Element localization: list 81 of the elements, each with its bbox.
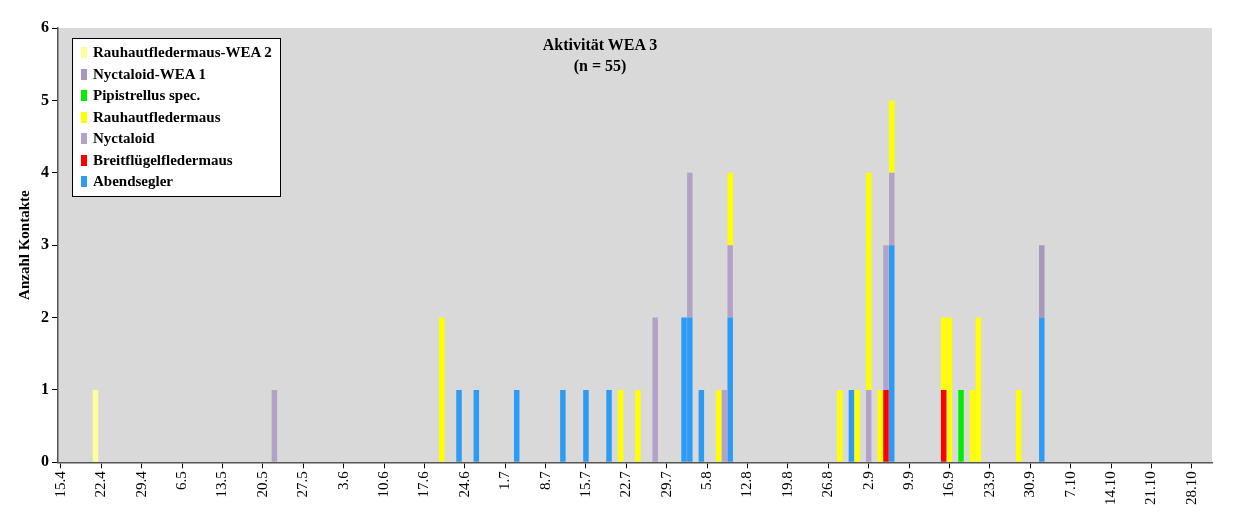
bar xyxy=(456,389,462,462)
x-tick-label: 5.8 xyxy=(698,471,715,490)
y-tick-label: 4 xyxy=(41,162,49,180)
bar xyxy=(606,389,612,462)
text: Aktivität WEA 3 xyxy=(542,36,658,53)
x-tick-label: 12.8 xyxy=(738,471,755,498)
x-tick-label: 3.6 xyxy=(334,470,351,490)
bar xyxy=(889,245,895,462)
x-tick-label: 17.6 xyxy=(415,470,432,498)
y-tick-label: 5 xyxy=(41,90,49,108)
bar xyxy=(958,389,964,462)
bar xyxy=(271,389,278,462)
x-tick-label: 15.4 xyxy=(51,470,68,498)
legend-label: Nyctaloid-WEA 1 xyxy=(93,64,206,84)
bar xyxy=(1039,317,1045,462)
bar xyxy=(854,389,860,462)
x-tick-label: 14.10 xyxy=(1101,471,1118,505)
x-tick-label: 26.8 xyxy=(819,471,836,498)
x-tick-label: 2.9 xyxy=(859,471,876,490)
text: (n = 55) xyxy=(573,57,627,74)
bar xyxy=(687,172,693,318)
legend-label: Pipistrellus spec. xyxy=(93,86,201,105)
y-tick-label: 2 xyxy=(41,307,49,325)
bar xyxy=(837,389,843,462)
legend-label: Nyctaloid xyxy=(93,129,155,148)
legend-label: Rauhautfledermaus-WEA 2 xyxy=(93,43,272,62)
x-tick-label: 29.7 xyxy=(657,470,674,498)
x-tick-label: 1.7 xyxy=(496,470,513,490)
bar xyxy=(721,389,728,462)
x-tick-label: 21.10 xyxy=(1142,471,1159,505)
x-tick-label: 7.10 xyxy=(1061,471,1078,498)
y-tick-label: 0 xyxy=(41,452,49,470)
x-tick-label: 24.6 xyxy=(455,470,472,498)
legend-label: Abendsegler xyxy=(93,172,173,191)
x-tick-label: 19.8 xyxy=(778,471,795,498)
x-tick-label: 10.6 xyxy=(374,470,391,498)
bar xyxy=(865,172,872,390)
x-tick-label: 29.4 xyxy=(132,470,149,498)
x-tick-label: 13.5 xyxy=(213,471,230,498)
x-tick-label: 16.9 xyxy=(940,471,957,498)
y-tick-label: 3 xyxy=(41,235,49,253)
y-axis-title: Anzahl Kontakte xyxy=(15,189,32,300)
x-tick-label: 15.7 xyxy=(576,470,593,498)
bar xyxy=(883,245,889,390)
bar xyxy=(1015,389,1022,462)
bar xyxy=(877,389,883,462)
bar xyxy=(513,389,520,462)
x-tick-label: 9.9 xyxy=(900,471,917,490)
bar xyxy=(889,172,895,246)
bar xyxy=(727,172,733,246)
x-tick-label: 8.7 xyxy=(536,470,553,490)
legend-label: Breitflügelfledermaus xyxy=(93,150,233,170)
bar xyxy=(727,317,733,462)
legend-label: Rauhautfledermaus xyxy=(93,107,221,127)
bar xyxy=(635,389,641,462)
bar xyxy=(652,317,658,462)
bar xyxy=(583,389,589,462)
x-tick-label: 6.5 xyxy=(172,471,189,490)
x-tick-label: 23.9 xyxy=(980,471,997,498)
bar xyxy=(92,389,99,462)
x-tick-label: 27.5 xyxy=(294,471,311,498)
x-tick-label: 22.7 xyxy=(617,470,634,498)
x-tick-label: 22.4 xyxy=(92,470,109,498)
bar xyxy=(848,389,855,462)
bar xyxy=(940,389,947,462)
bar xyxy=(560,389,566,462)
bar xyxy=(865,389,872,462)
bar xyxy=(1039,245,1045,318)
bar xyxy=(715,389,722,462)
x-tick-label: 28.10 xyxy=(1182,471,1199,505)
bar xyxy=(438,317,445,462)
y-tick-label: 6 xyxy=(41,18,49,36)
y-tick-label: 1 xyxy=(41,380,49,398)
x-tick-label: 30.9 xyxy=(1021,471,1038,498)
bar xyxy=(698,389,705,462)
bar xyxy=(473,389,480,462)
x-tick-label: 20.5 xyxy=(253,471,270,498)
bar xyxy=(883,389,889,462)
bar xyxy=(617,389,624,462)
bar xyxy=(727,245,733,318)
bar xyxy=(889,100,895,173)
